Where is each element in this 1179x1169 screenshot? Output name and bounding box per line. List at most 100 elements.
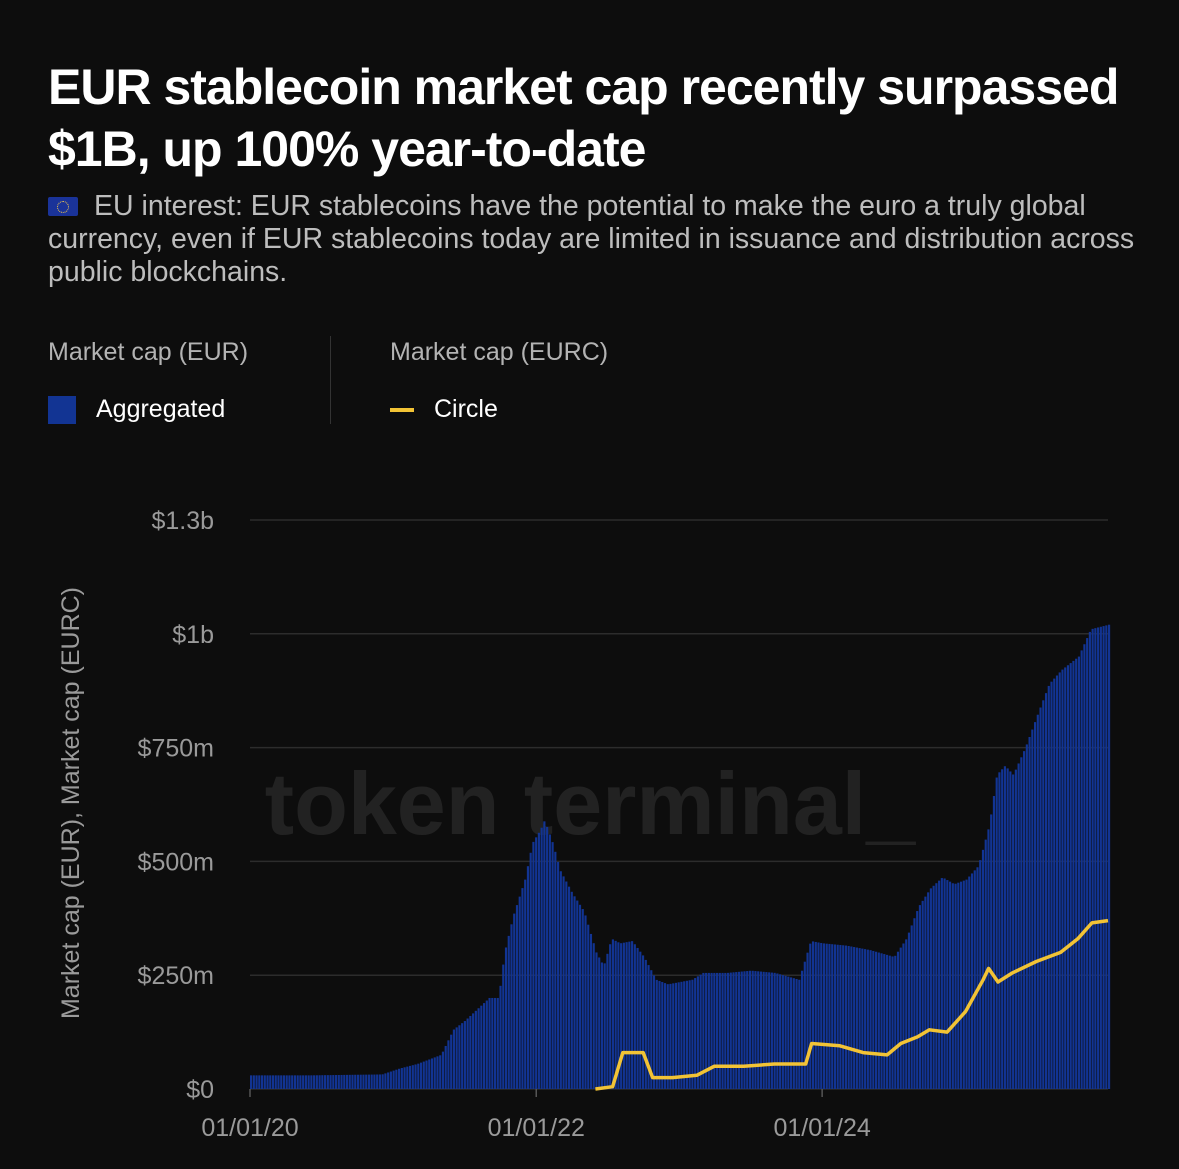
aggregated-bar (337, 1074, 340, 1089)
aggregated-bar (345, 1074, 349, 1089)
aggregated-bar (918, 905, 921, 1089)
aggregated-bar (439, 1055, 442, 1089)
aggregated-bar (628, 941, 631, 1089)
aggregated-bar (874, 951, 878, 1089)
aggregated-bar (620, 943, 623, 1089)
legend-item-aggregated[interactable]: Aggregated (48, 395, 248, 424)
aggregated-bar (765, 972, 768, 1089)
aggregated-bar (814, 941, 817, 1089)
legend-heading-eurc: Market cap (EURC) (390, 338, 609, 366)
aggregated-bar (1072, 660, 1075, 1089)
aggregated-bar (707, 972, 710, 1089)
aggregated-bar (776, 973, 779, 1089)
aggregated-bar (441, 1051, 445, 1089)
aggregated-bar (850, 946, 853, 1089)
aggregated-bar (899, 947, 902, 1089)
aggregated-bar (540, 827, 543, 1089)
legend-item-circle[interactable]: Circle (390, 395, 608, 424)
aggregated-bar (729, 972, 732, 1089)
aggregated-bar (573, 896, 576, 1089)
aggregated-bar (417, 1063, 420, 1089)
aggregated-bar (1023, 751, 1026, 1089)
aggregated-bar (293, 1075, 297, 1089)
aggregated-bar (713, 972, 716, 1089)
aggregated-bar (384, 1073, 387, 1089)
aggregated-bar (927, 892, 930, 1089)
aggregated-bar (702, 972, 705, 1089)
aggregated-bar (480, 1005, 483, 1089)
aggregated-bar (271, 1075, 275, 1089)
aggregated-bar (559, 871, 562, 1089)
aggregated-bar (521, 888, 524, 1089)
grid-lines (250, 519, 1108, 1090)
aggregated-bar (307, 1075, 310, 1089)
chart-title: EUR stablecoin market cap recently surpa… (48, 59, 1119, 177)
aggregated-bar (422, 1061, 425, 1089)
aggregated-bar (315, 1075, 318, 1089)
chart-subtitle: EU interest: EUR stablecoins have the po… (48, 190, 1148, 289)
aggregated-bar (562, 876, 565, 1089)
aggregated-bar (285, 1075, 288, 1089)
aggregated-bar (515, 905, 519, 1089)
aggregated-bar (1050, 681, 1053, 1089)
aggregated-bar (493, 997, 497, 1089)
aggregated-bar (831, 944, 834, 1089)
aggregated-bar (825, 943, 828, 1089)
aggregated-bar (567, 886, 571, 1089)
aggregated-bar (1066, 665, 1070, 1089)
aggregated-bar (1080, 650, 1083, 1089)
aggregated-bar (864, 949, 867, 1089)
aggregated-bar (598, 957, 601, 1089)
aggregated-bar (504, 947, 508, 1089)
aggregated-bar (883, 954, 886, 1089)
aggregated-bar (392, 1070, 395, 1089)
aggregated-bar (861, 948, 864, 1089)
aggregated-bar (430, 1058, 434, 1089)
legend-swatch-circle (390, 407, 414, 412)
circle-series-line (595, 918, 1109, 1091)
aggregated-bar (768, 972, 771, 1089)
aggregated-bar (466, 1018, 469, 1089)
aggregated-bar (751, 970, 754, 1089)
aggregated-bar (617, 942, 620, 1089)
aggregated-bar (496, 997, 499, 1089)
aggregated-bar (510, 924, 513, 1089)
aggregated-bar (288, 1075, 291, 1089)
aggregated-bar (411, 1065, 414, 1089)
aggregated-bar (954, 883, 957, 1089)
y-tick-label: $0 (186, 1076, 214, 1104)
aggregated-bar (625, 942, 628, 1089)
aggregated-bar (258, 1075, 261, 1089)
aggregated-bar (661, 982, 664, 1089)
aggregated-bar (365, 1074, 368, 1089)
aggregated-bar (732, 972, 735, 1089)
aggregated-bar (658, 980, 661, 1089)
aggregated-bar (595, 952, 598, 1089)
aggregated-bar (779, 974, 782, 1089)
aggregated-bar (718, 972, 721, 1089)
aggregated-bar (639, 951, 642, 1089)
aggregated-bar (310, 1075, 313, 1089)
aggregated-bar (1083, 644, 1086, 1089)
aggregated-bar (976, 867, 979, 1089)
aggregated-bar (663, 983, 667, 1089)
aggregated-bar (773, 972, 776, 1089)
aggregated-bar (302, 1075, 305, 1089)
aggregated-bar (694, 978, 697, 1089)
aggregated-bar (414, 1064, 417, 1089)
aggregated-bar (362, 1074, 365, 1089)
y-axis-label: Market cap (EUR), Market cap (EURC) (57, 587, 85, 1019)
aggregated-bar (798, 979, 801, 1089)
aggregated-bar (800, 970, 804, 1089)
aggregated-bar (463, 1021, 466, 1089)
aggregated-bar (477, 1008, 480, 1089)
aggregated-bar (737, 971, 741, 1089)
aggregated-bar (576, 900, 579, 1089)
aggregated-bar (905, 939, 908, 1089)
aggregated-bar (913, 918, 916, 1089)
aggregated-bar (828, 943, 831, 1089)
aggregated-bar (1094, 628, 1097, 1089)
legend-swatch-aggregated (48, 395, 76, 424)
aggregated-bar (809, 943, 812, 1089)
